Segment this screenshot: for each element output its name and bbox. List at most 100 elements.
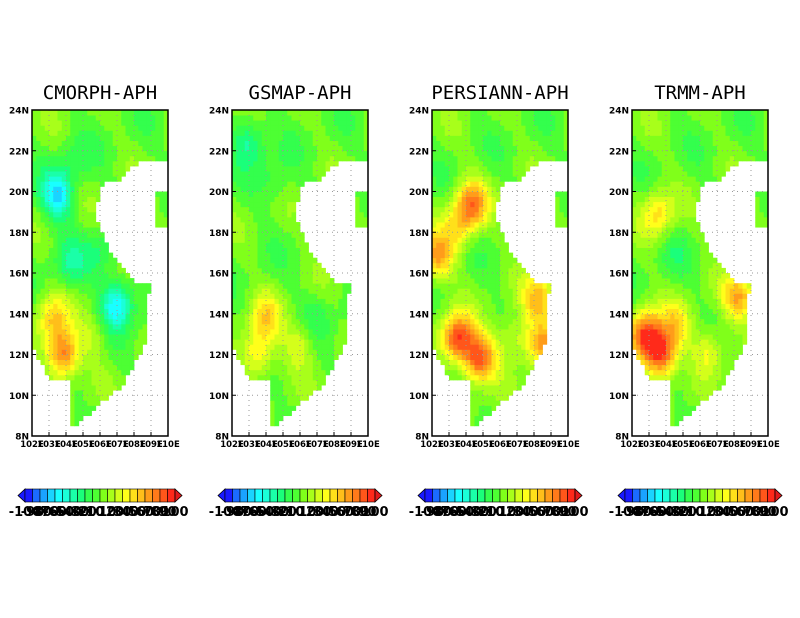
- grid-cell: [278, 273, 284, 279]
- grid-cell: [649, 334, 654, 340]
- grid-cell: [74, 181, 80, 187]
- grid-cell: [487, 293, 492, 299]
- grid-cell: [155, 191, 160, 197]
- grid-cell: [678, 344, 684, 350]
- grid-cell: [334, 293, 339, 299]
- grid-cell: [525, 329, 531, 335]
- grid-cell: [534, 313, 539, 320]
- grid-cell: [78, 313, 84, 320]
- grid-cell: [317, 385, 322, 391]
- grid-cell: [104, 267, 109, 274]
- grid-cell: [278, 415, 284, 422]
- grid-cell: [91, 171, 97, 177]
- grid-cell: [440, 232, 446, 238]
- grid-cell: [440, 354, 446, 360]
- grid-cell: [678, 390, 684, 396]
- colorbar-level-label: 70: [343, 505, 361, 520]
- grid-cell: [287, 110, 292, 116]
- colorbar-swatch: [107, 488, 116, 503]
- grid-cell: [249, 160, 254, 167]
- grid-cell: [474, 405, 480, 411]
- grid-cell: [283, 247, 288, 254]
- grid-cell: [678, 125, 684, 131]
- grid-cell: [87, 329, 92, 335]
- grid-cell: [40, 227, 46, 233]
- grid-cell: [300, 237, 305, 243]
- grid-cell: [444, 273, 450, 279]
- grid-cell: [640, 191, 646, 197]
- grid-cell: [142, 329, 148, 335]
- grid-cell: [274, 308, 280, 315]
- grid-cell: [521, 125, 526, 131]
- grid-cell: [466, 166, 471, 172]
- grid-cell: [232, 130, 237, 136]
- grid-cell: [283, 186, 288, 192]
- grid-cell: [300, 293, 305, 299]
- grid-cell: [232, 273, 237, 279]
- grid-cell: [36, 160, 41, 167]
- grid-cell: [449, 298, 454, 304]
- grid-cell: [49, 267, 54, 274]
- grid-cell: [649, 227, 654, 233]
- grid-cell: [453, 262, 458, 269]
- grid-cell: [95, 196, 101, 203]
- grid-cell: [517, 278, 522, 284]
- grid-cell: [466, 125, 471, 131]
- grid-cell: [534, 354, 539, 360]
- grid-cell: [257, 181, 263, 187]
- grid-cell: [440, 191, 446, 197]
- grid-cell: [74, 222, 80, 228]
- grid-cell: [674, 262, 680, 269]
- grid-cell: [151, 145, 156, 152]
- grid-cell: [495, 374, 501, 381]
- grid-cell: [74, 298, 80, 304]
- grid-cell: [253, 344, 258, 350]
- grid-cell: [508, 252, 514, 259]
- grid-cell: [461, 257, 467, 264]
- map-panel-2: GSMAP-APH8N10N12N14N16N18N20N22N24N102E1…: [209, 82, 389, 520]
- grid-cell: [359, 120, 365, 126]
- x-tick-label: 103E: [37, 440, 61, 450]
- grid-cell: [295, 176, 301, 182]
- grid-cell: [461, 374, 467, 381]
- grid-cell: [308, 145, 314, 152]
- grid-cell: [266, 196, 271, 203]
- grid-cell: [57, 329, 63, 335]
- grid-cell: [495, 130, 501, 136]
- grid-cell: [266, 125, 271, 131]
- grid-cell: [36, 267, 41, 274]
- grid-cell: [44, 160, 50, 167]
- grid-cell: [36, 130, 41, 136]
- grid-cell: [653, 354, 658, 360]
- colorbar-3: -90-80-70-60-50-40-30-20-100102030405060…: [409, 488, 589, 520]
- grid-cell: [500, 339, 505, 345]
- grid-cell: [91, 298, 97, 304]
- grid-cell: [253, 318, 258, 325]
- panel-title: PERSIANN-APH: [431, 82, 568, 104]
- grid-cell: [253, 257, 258, 264]
- grid-cell: [266, 115, 271, 121]
- grid-cell: [44, 323, 50, 330]
- grid-cell: [32, 283, 37, 289]
- grid-cell: [632, 334, 637, 340]
- grid-cell: [640, 278, 646, 284]
- grid-cell: [66, 166, 71, 172]
- grid-cell: [542, 140, 548, 147]
- grid-cell: [495, 181, 501, 187]
- grid-cell: [278, 176, 284, 182]
- grid-cell: [657, 206, 663, 213]
- grid-cell: [270, 283, 275, 289]
- grid-cell: [487, 140, 492, 147]
- grid-cell: [61, 110, 67, 116]
- grid-cell: [87, 410, 92, 417]
- grid-cell: [304, 252, 309, 259]
- grid-cell: [244, 176, 250, 182]
- grid-cell: [249, 267, 254, 274]
- grid-cell: [142, 283, 148, 289]
- grid-cell: [108, 298, 114, 304]
- grid-cell: [500, 385, 505, 391]
- grid-cell: [517, 298, 522, 304]
- grid-cell: [478, 196, 484, 203]
- grid-cell: [87, 405, 92, 411]
- grid-cell: [91, 267, 97, 274]
